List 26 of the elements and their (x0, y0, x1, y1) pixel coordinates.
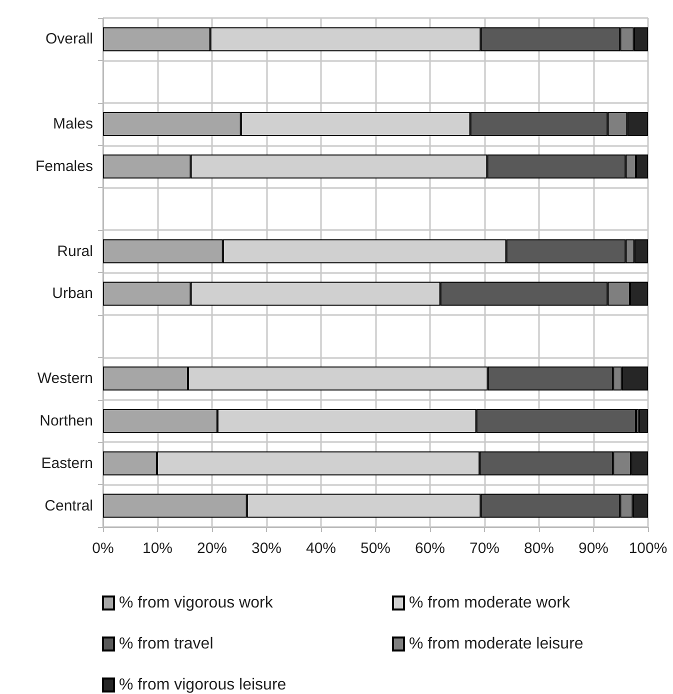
legend-label: % from moderate leisure (409, 636, 584, 652)
y-tick-label: Females (35, 158, 93, 175)
legend-label: % from moderate work (409, 594, 571, 612)
x-tick-label: 100% (628, 540, 668, 557)
x-tick-label: 60% (414, 540, 446, 557)
y-tick-label: Rural (57, 242, 93, 260)
y-tick-label: Overall (45, 30, 93, 48)
legend-label: % from vigorous leisure (119, 676, 286, 694)
y-tick-label: Northen (40, 412, 93, 430)
y-tick-label: Males (52, 116, 93, 133)
legend-label: % from vigorous work (119, 594, 274, 612)
y-tick-label: Western (37, 370, 93, 388)
x-tick-label: 0% (92, 540, 114, 557)
y-tick-label: Central (44, 497, 93, 514)
x-tick-label: 80% (524, 540, 554, 557)
bar (638, 408, 648, 433)
x-tick-label: 30% (251, 540, 282, 557)
x-tick-label: 50% (360, 540, 391, 557)
legend-label: % from travel (119, 636, 214, 652)
x-tick-label: 40% (306, 540, 336, 557)
y-tick-label: Urban (52, 285, 93, 302)
x-tick-label: 10% (142, 540, 173, 557)
x-tick-label: 20% (196, 540, 228, 557)
x-tick-label: 90% (578, 540, 609, 557)
y-tick-label: Eastern (41, 454, 93, 472)
x-tick-label: 70% (469, 540, 500, 557)
